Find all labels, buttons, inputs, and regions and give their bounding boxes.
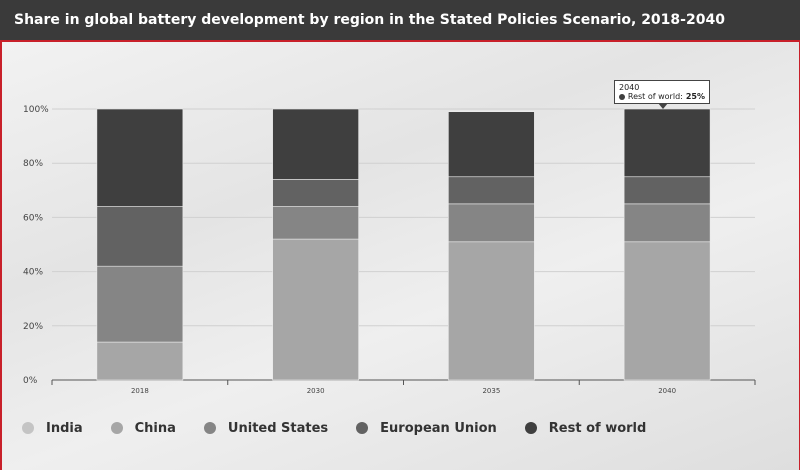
bar-segment [448, 176, 535, 205]
frame-left-border [0, 42, 2, 470]
bar-segment [623, 176, 711, 205]
legend-swatch [203, 422, 216, 434]
bar-segment [272, 238, 359, 381]
bar-segment [623, 241, 711, 381]
bar-segment [96, 265, 184, 343]
x-tick-label: 2018 [131, 387, 149, 395]
bar-segment [623, 203, 711, 243]
tooltip-series-label: Rest of world: [627, 92, 683, 101]
legend-label: Rest of world [548, 420, 647, 436]
legend-swatch [22, 422, 34, 434]
tooltip-arrow [658, 103, 668, 109]
x-tick-label: 2030 [307, 387, 325, 395]
bar-segment [448, 203, 535, 243]
tooltip-value: 25% [685, 92, 705, 101]
bar-segment [272, 179, 359, 207]
bar-segment [272, 206, 359, 240]
bar-segment [448, 111, 535, 178]
legend-label: European Union [380, 420, 497, 436]
legend-label: China [134, 420, 176, 436]
chart-legend: India China United States European Union Res… [22, 418, 646, 438]
x-tick-label: 2040 [658, 387, 676, 395]
y-tick-label: 20% [23, 322, 43, 332]
legend-swatch [110, 422, 123, 434]
y-tick-label: 60% [23, 213, 43, 223]
tooltip-dot [619, 93, 625, 100]
bar-segment [96, 341, 184, 381]
y-tick-label: 100% [23, 105, 49, 115]
legend-item: India [22, 421, 83, 436]
bar-segment [272, 108, 359, 180]
chart-title: Share in global battery development by r… [14, 12, 725, 28]
bar-segment [448, 241, 535, 381]
y-tick-label: 80% [23, 159, 43, 169]
legend-item: Rest of world [524, 420, 647, 436]
legend-item: United States [203, 420, 329, 436]
legend-item: China [110, 420, 176, 436]
legend-swatch [524, 422, 537, 434]
legend-label: United States [227, 420, 329, 436]
legend-swatch [356, 422, 369, 434]
tooltip-category: 2040 [619, 83, 640, 92]
bar-segment [96, 206, 184, 267]
y-tick-label: 40% [23, 268, 43, 278]
x-tick-label: 2035 [482, 387, 500, 395]
y-tick-label: 0% [23, 376, 38, 386]
title-bar: Share in global battery development by r… [0, 0, 800, 42]
chart-tooltip: 2040 Rest of world: 25% [614, 80, 710, 109]
legend-label: India [46, 420, 83, 436]
legend-item: European Union [356, 421, 497, 436]
bar-segment [623, 108, 711, 178]
bar-segment [96, 108, 184, 207]
tooltip-row: Rest of world: 25% [619, 92, 705, 101]
